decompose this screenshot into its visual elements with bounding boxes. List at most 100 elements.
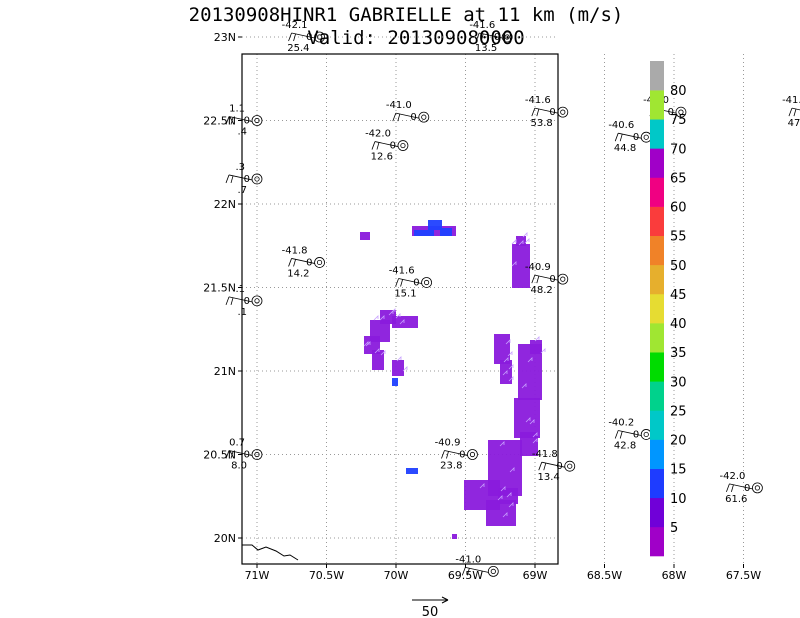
- colorbar-label: 5: [670, 521, 678, 536]
- station-inner-circle: [254, 117, 260, 124]
- station-temp: -42.1: [282, 20, 308, 31]
- wind-barb: [392, 112, 419, 122]
- echo-vector: [379, 315, 385, 321]
- echo-cell: [516, 236, 526, 246]
- station-value: 12.6: [371, 152, 393, 163]
- station-value: 25.4: [287, 43, 309, 54]
- station-dew: 0: [390, 141, 396, 152]
- colorbar-label: 40: [670, 317, 687, 332]
- echo-cell: [514, 398, 540, 438]
- station-temp: .1: [235, 284, 245, 295]
- station-dew: 0: [306, 32, 312, 43]
- echo-cell: [428, 220, 442, 230]
- wind-barb: [225, 116, 253, 125]
- station-dew: 0: [410, 112, 416, 123]
- station-circle: [314, 31, 325, 43]
- station-value: 53.8: [531, 118, 553, 129]
- colorbar-label: 15: [670, 463, 687, 478]
- echo-vector: [365, 341, 371, 347]
- station-inner-circle: [421, 114, 427, 120]
- chart-subtitle: Valid: 201309080000: [307, 27, 525, 49]
- station-circle: [251, 449, 263, 460]
- x-tick-label: 71W: [245, 569, 270, 582]
- station-temp: -41.6: [469, 20, 495, 31]
- colorbar-label: 20: [670, 434, 687, 449]
- station-dew: 0: [244, 296, 250, 307]
- station-temp: -41.0: [386, 100, 412, 111]
- station-temp: -40.9: [525, 262, 551, 273]
- colorbar-label: 25: [670, 404, 687, 419]
- y-tick-label: 22.5N: [203, 115, 236, 128]
- colorbar-label: 60: [670, 201, 687, 216]
- echo-cell: [392, 316, 418, 328]
- colorbar-swatch: [650, 177, 664, 207]
- echo-vector: [522, 232, 528, 238]
- station-circle: [418, 111, 430, 123]
- echo-vector: [524, 238, 530, 244]
- wind-barb: [614, 430, 642, 439]
- colorbar-swatch: [650, 90, 664, 120]
- echo-vector: [502, 370, 508, 376]
- wind-barb: [531, 107, 558, 117]
- echo-vector: [527, 357, 533, 363]
- colorbar-swatch: [650, 235, 664, 266]
- wind-barb: [614, 132, 642, 142]
- station-dew: 0: [549, 107, 555, 118]
- reference-vector: 50: [412, 596, 449, 618]
- station-temp: -41.6: [389, 265, 415, 276]
- station-temp: -41.8: [282, 245, 308, 256]
- station-inner-circle: [316, 34, 323, 40]
- colorbar-swatch: [650, 206, 664, 237]
- colorbar-swatch: [650, 526, 664, 557]
- station-temp: -42.0: [720, 471, 746, 482]
- station-dew: 0: [556, 461, 562, 472]
- wind-barb: [225, 296, 253, 306]
- wind-barb: [441, 450, 468, 459]
- echo-vector: [532, 432, 538, 438]
- echo-vector: [388, 310, 394, 316]
- x-tick-label: 70W: [384, 569, 409, 582]
- wind-barb: [225, 450, 253, 459]
- echo-vector: [521, 383, 527, 389]
- station-plot: -41.0: [455, 554, 499, 577]
- echo-vector: [505, 339, 511, 345]
- y-tick-label: 21N: [214, 365, 236, 378]
- station-temp: -41.0: [455, 554, 481, 565]
- station-value: 42.8: [614, 440, 636, 451]
- station-dew: 0: [306, 257, 312, 268]
- station-temp: -40.6: [608, 120, 634, 131]
- echo-vector: [508, 376, 514, 382]
- station-value: 48.2: [531, 285, 553, 296]
- station-circle: [397, 140, 409, 151]
- echo-vector: [396, 356, 402, 362]
- station-plots: -42.007.6-41.0019.0-41.7046.6-42.3020.3-…: [225, 20, 800, 577]
- x-tick-label: 69.5W: [448, 569, 483, 582]
- station-dew: 0: [244, 450, 250, 461]
- echo-vector: [532, 438, 538, 444]
- colorbar-label: 10: [670, 492, 687, 507]
- colorbar-swatch: [650, 410, 664, 440]
- echo-vector: [529, 419, 535, 425]
- station-circle: [467, 449, 478, 460]
- station-circle: [752, 482, 763, 494]
- echo-vector: [540, 348, 546, 354]
- echo-vector: [497, 495, 503, 501]
- colorbar-label: 70: [670, 142, 687, 157]
- colorbar-swatch: [650, 323, 664, 353]
- echo-vector: [509, 467, 515, 473]
- station-inner-circle: [490, 568, 496, 575]
- station-circle: [640, 429, 652, 440]
- station-inner-circle: [504, 34, 510, 40]
- station-temp: -42.0: [365, 129, 391, 140]
- colorbar-label: 80: [670, 84, 687, 99]
- echo-cell: [452, 534, 457, 539]
- echo-cell: [486, 500, 516, 526]
